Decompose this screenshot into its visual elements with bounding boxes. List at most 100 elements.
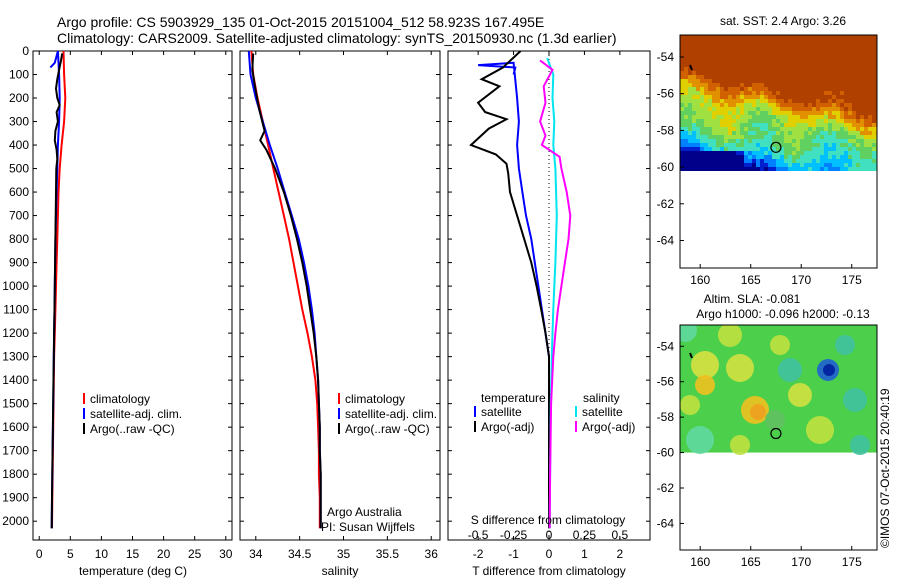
sst-cell — [868, 167, 872, 171]
sst-cell — [800, 131, 804, 135]
sst-cell — [684, 35, 688, 39]
sst-cell — [844, 75, 848, 79]
sst-cell — [784, 43, 788, 47]
sst-cell — [856, 155, 860, 159]
sst-cell — [772, 71, 776, 75]
sst-cell — [780, 127, 784, 131]
sst-cell — [772, 47, 776, 51]
sst-cell — [740, 59, 744, 63]
sst-cell — [844, 67, 848, 71]
sst-cell — [792, 51, 796, 55]
sst-cell — [756, 63, 760, 67]
sst-cell — [788, 95, 792, 99]
sst-cell — [848, 167, 852, 171]
sst-cell — [784, 115, 788, 119]
sst-cell — [784, 123, 788, 127]
sst-cell — [824, 151, 828, 155]
sst-cell — [844, 167, 848, 171]
sst-cell — [864, 147, 868, 151]
sst-cell — [808, 63, 812, 67]
sst-cell — [784, 83, 788, 87]
sst-cell — [728, 147, 732, 151]
sst-cell — [708, 163, 712, 167]
sst-cell — [812, 59, 816, 63]
sst-cell — [752, 151, 756, 155]
sst-cell — [872, 79, 876, 83]
sst-cell — [832, 167, 836, 171]
y-tick-label: 1600 — [2, 420, 29, 434]
sst-cell — [720, 151, 724, 155]
x-tick-label: 170 — [791, 555, 811, 569]
sst-cell — [704, 67, 708, 71]
sst-cell — [680, 139, 684, 143]
sst-cell — [800, 87, 804, 91]
sst-cell — [856, 167, 860, 171]
sst-cell — [872, 59, 876, 63]
sst-cell — [792, 43, 796, 47]
sst-cell — [844, 103, 848, 107]
sst-cell — [680, 155, 684, 159]
sst-cell — [684, 167, 688, 171]
sst-cell — [748, 135, 752, 139]
sst-cell — [828, 147, 832, 151]
sst-cell — [728, 91, 732, 95]
sst-cell — [804, 91, 808, 95]
sst-cell — [780, 91, 784, 95]
sst-cell — [812, 127, 816, 131]
sst-cell — [832, 95, 836, 99]
sst-cell — [844, 95, 848, 99]
sst-cell — [824, 35, 828, 39]
sst-cell — [760, 111, 764, 115]
sst-cell — [692, 123, 696, 127]
sst-cell — [796, 119, 800, 123]
sst-cell — [688, 103, 692, 107]
sst-cell — [804, 71, 808, 75]
sst-cell — [688, 131, 692, 135]
temperature-plot-frame — [32, 50, 233, 541]
sst-cell — [812, 151, 816, 155]
sst-cell — [696, 135, 700, 139]
sst-cell — [740, 91, 744, 95]
sst-cell — [820, 87, 824, 91]
sst-cell — [788, 59, 792, 63]
sst-cell — [680, 167, 684, 171]
sst-cell — [688, 67, 692, 71]
sst-map-frame — [679, 34, 878, 269]
sst-cell — [760, 67, 764, 71]
sst-cell — [768, 147, 772, 151]
sst-cell — [836, 143, 840, 147]
sst-cell — [872, 87, 876, 91]
sst-cell — [840, 39, 844, 43]
sst-cell — [712, 159, 716, 163]
sst-cell — [864, 131, 868, 135]
temperature-ticks: 0100200300400500600700800900100011001200… — [2, 44, 232, 561]
y-tick-label: 1500 — [2, 397, 29, 411]
sst-cell — [776, 155, 780, 159]
sst-cell — [708, 131, 712, 135]
sst-cell — [704, 59, 708, 63]
sst-cell — [824, 103, 828, 107]
sst-cell — [804, 55, 808, 59]
sst-cell — [804, 131, 808, 135]
sst-cell — [784, 35, 788, 39]
sst-cell — [864, 39, 868, 43]
sst-cell — [712, 127, 716, 131]
sst-cell — [740, 131, 744, 135]
sst-cell — [832, 67, 836, 71]
sst-cell — [700, 35, 704, 39]
sst-cell — [700, 143, 704, 147]
sst-cell — [708, 151, 712, 155]
y-tick-label: -56 — [657, 375, 675, 389]
sst-cell — [856, 59, 860, 63]
sst-cell — [848, 71, 852, 75]
sst-cell — [860, 155, 864, 159]
sst-cell — [704, 107, 708, 111]
sst-cell — [680, 159, 684, 163]
sst-cell — [776, 167, 780, 171]
sst-cell — [792, 99, 796, 103]
sst-cell — [776, 151, 780, 155]
sst-cell — [772, 91, 776, 95]
sst-cell — [760, 123, 764, 127]
sst-cell — [728, 47, 732, 51]
